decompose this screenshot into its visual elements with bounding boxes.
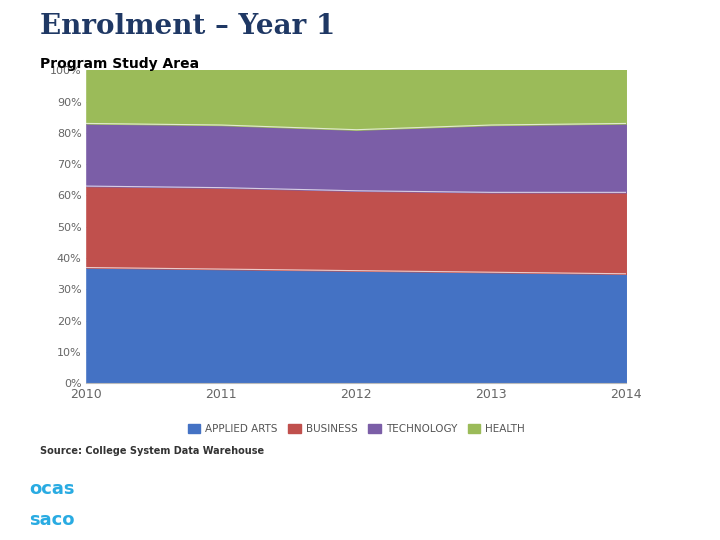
Text: ocas: ocas <box>29 481 74 498</box>
Text: Enrolment – Year 1: Enrolment – Year 1 <box>40 14 335 40</box>
Text: saco: saco <box>29 511 74 529</box>
Legend: APPLIED ARTS, BUSINESS, TECHNOLOGY, HEALTH: APPLIED ARTS, BUSINESS, TECHNOLOGY, HEAL… <box>184 420 529 438</box>
Text: Program Study Area: Program Study Area <box>40 57 199 71</box>
Text: Source: College System Data Warehouse: Source: College System Data Warehouse <box>40 446 264 456</box>
